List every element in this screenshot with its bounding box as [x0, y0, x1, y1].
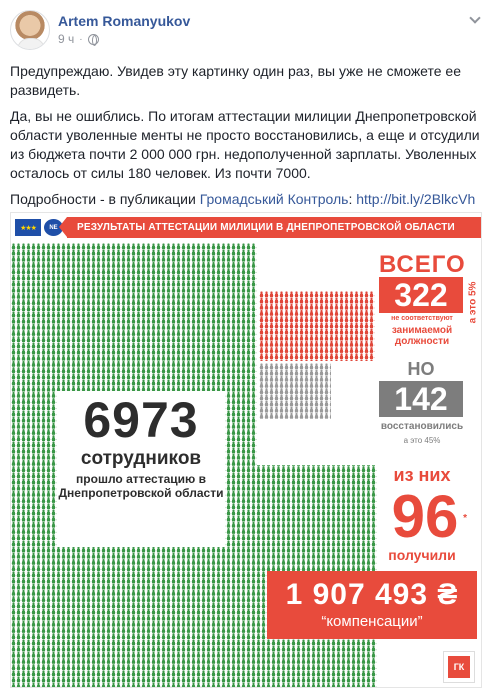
infographic-title-text: РЕЗУЛЬТАТЫ АТТЕСТАЦИИ МИЛИЦИИ В ДНЕПРОПЕ… — [77, 222, 455, 233]
received-number: 96 * — [379, 485, 471, 549]
of-them-label: из них — [393, 465, 451, 485]
compensation-amount: 1 907 493 ₴ — [285, 578, 459, 611]
author-name[interactable]: Artem Romanyukov — [58, 13, 191, 29]
compensation-label: “компенсации” — [321, 613, 423, 630]
meta-separator: · — [79, 33, 83, 45]
post-time[interactable]: 9 ч — [58, 32, 75, 46]
pct5-label: а это 5% — [465, 275, 479, 335]
post-text: Предупреждаю. Увидев эту картинку один р… — [10, 62, 480, 216]
post-paragraph-2: Да, вы не ошиблись. По итогам аттестации… — [10, 108, 480, 181]
post-meta: 9 ч · — [58, 32, 99, 46]
infographic-title: РЕЗУЛЬТАТЫ АТТЕСТАЦИИ МИЛИЦИИ В ДНЕПРОПЕ… — [59, 217, 481, 238]
compensation-box: 1 907 493 ₴ “компенсации” — [267, 571, 477, 639]
total-heading: ВСЕГО — [379, 251, 466, 278]
avatar[interactable] — [10, 10, 50, 50]
grey-people-icons — [259, 363, 331, 419]
pct45-label: а это 45% — [403, 436, 441, 445]
gk-logo-icon: ГК — [443, 651, 475, 683]
gk-logo-text: ГК — [448, 656, 470, 678]
unfit-number: 322 — [379, 277, 463, 313]
restored-number: 142 — [379, 381, 463, 417]
post-header: Artem Romanyukov 9 ч · — [10, 8, 480, 54]
main-number: 6973 — [83, 392, 199, 448]
received-label: получили — [388, 547, 456, 563]
infographic-image[interactable]: ★★★ NE РЕЗУЛЬТАТЫ АТТЕСТАЦИИ МИЛИЦИИ В Д… — [10, 212, 482, 688]
pct5-text: а это 5% — [467, 281, 479, 324]
main-sub: прошло аттестацию в Днепропетровской обл… — [58, 472, 224, 500]
unfit-label-1: не соответствуют — [391, 315, 453, 322]
eu-flag-icon: ★★★ — [15, 219, 41, 236]
main-stat-box: 6973 сотрудников прошло аттестацию в Дне… — [57, 391, 225, 547]
url-link[interactable]: http://bit.ly/2BlkcVh — [356, 191, 476, 207]
infographic-title-bar: ★★★ NE РЕЗУЛЬТАТЫ АТТЕСТАЦИИ МИЛИЦИИ В Д… — [11, 213, 481, 241]
main-label: сотрудников — [80, 448, 202, 469]
ngo-logo-icon: NE — [44, 219, 63, 236]
restored-label: восстановились — [380, 421, 464, 432]
link-separator: : — [348, 191, 357, 207]
globe-icon[interactable] — [87, 33, 99, 46]
details-prefix: Подробности - в публикации — [10, 191, 200, 207]
received-number-text: 96 — [391, 483, 459, 550]
unfit-label-2: занимаемой должности — [391, 325, 453, 347]
post-paragraph-1: Предупреждаю. Увидев эту картинку один р… — [10, 63, 462, 98]
post-paragraph-3: Подробности - в публикации Громадський К… — [10, 190, 480, 209]
received-star: * — [463, 513, 467, 524]
red-people-icons — [259, 291, 375, 361]
but-label: НО — [407, 359, 435, 379]
chevron-down-icon[interactable] — [470, 14, 480, 24]
org-link[interactable]: Громадський Контроль — [199, 191, 349, 207]
